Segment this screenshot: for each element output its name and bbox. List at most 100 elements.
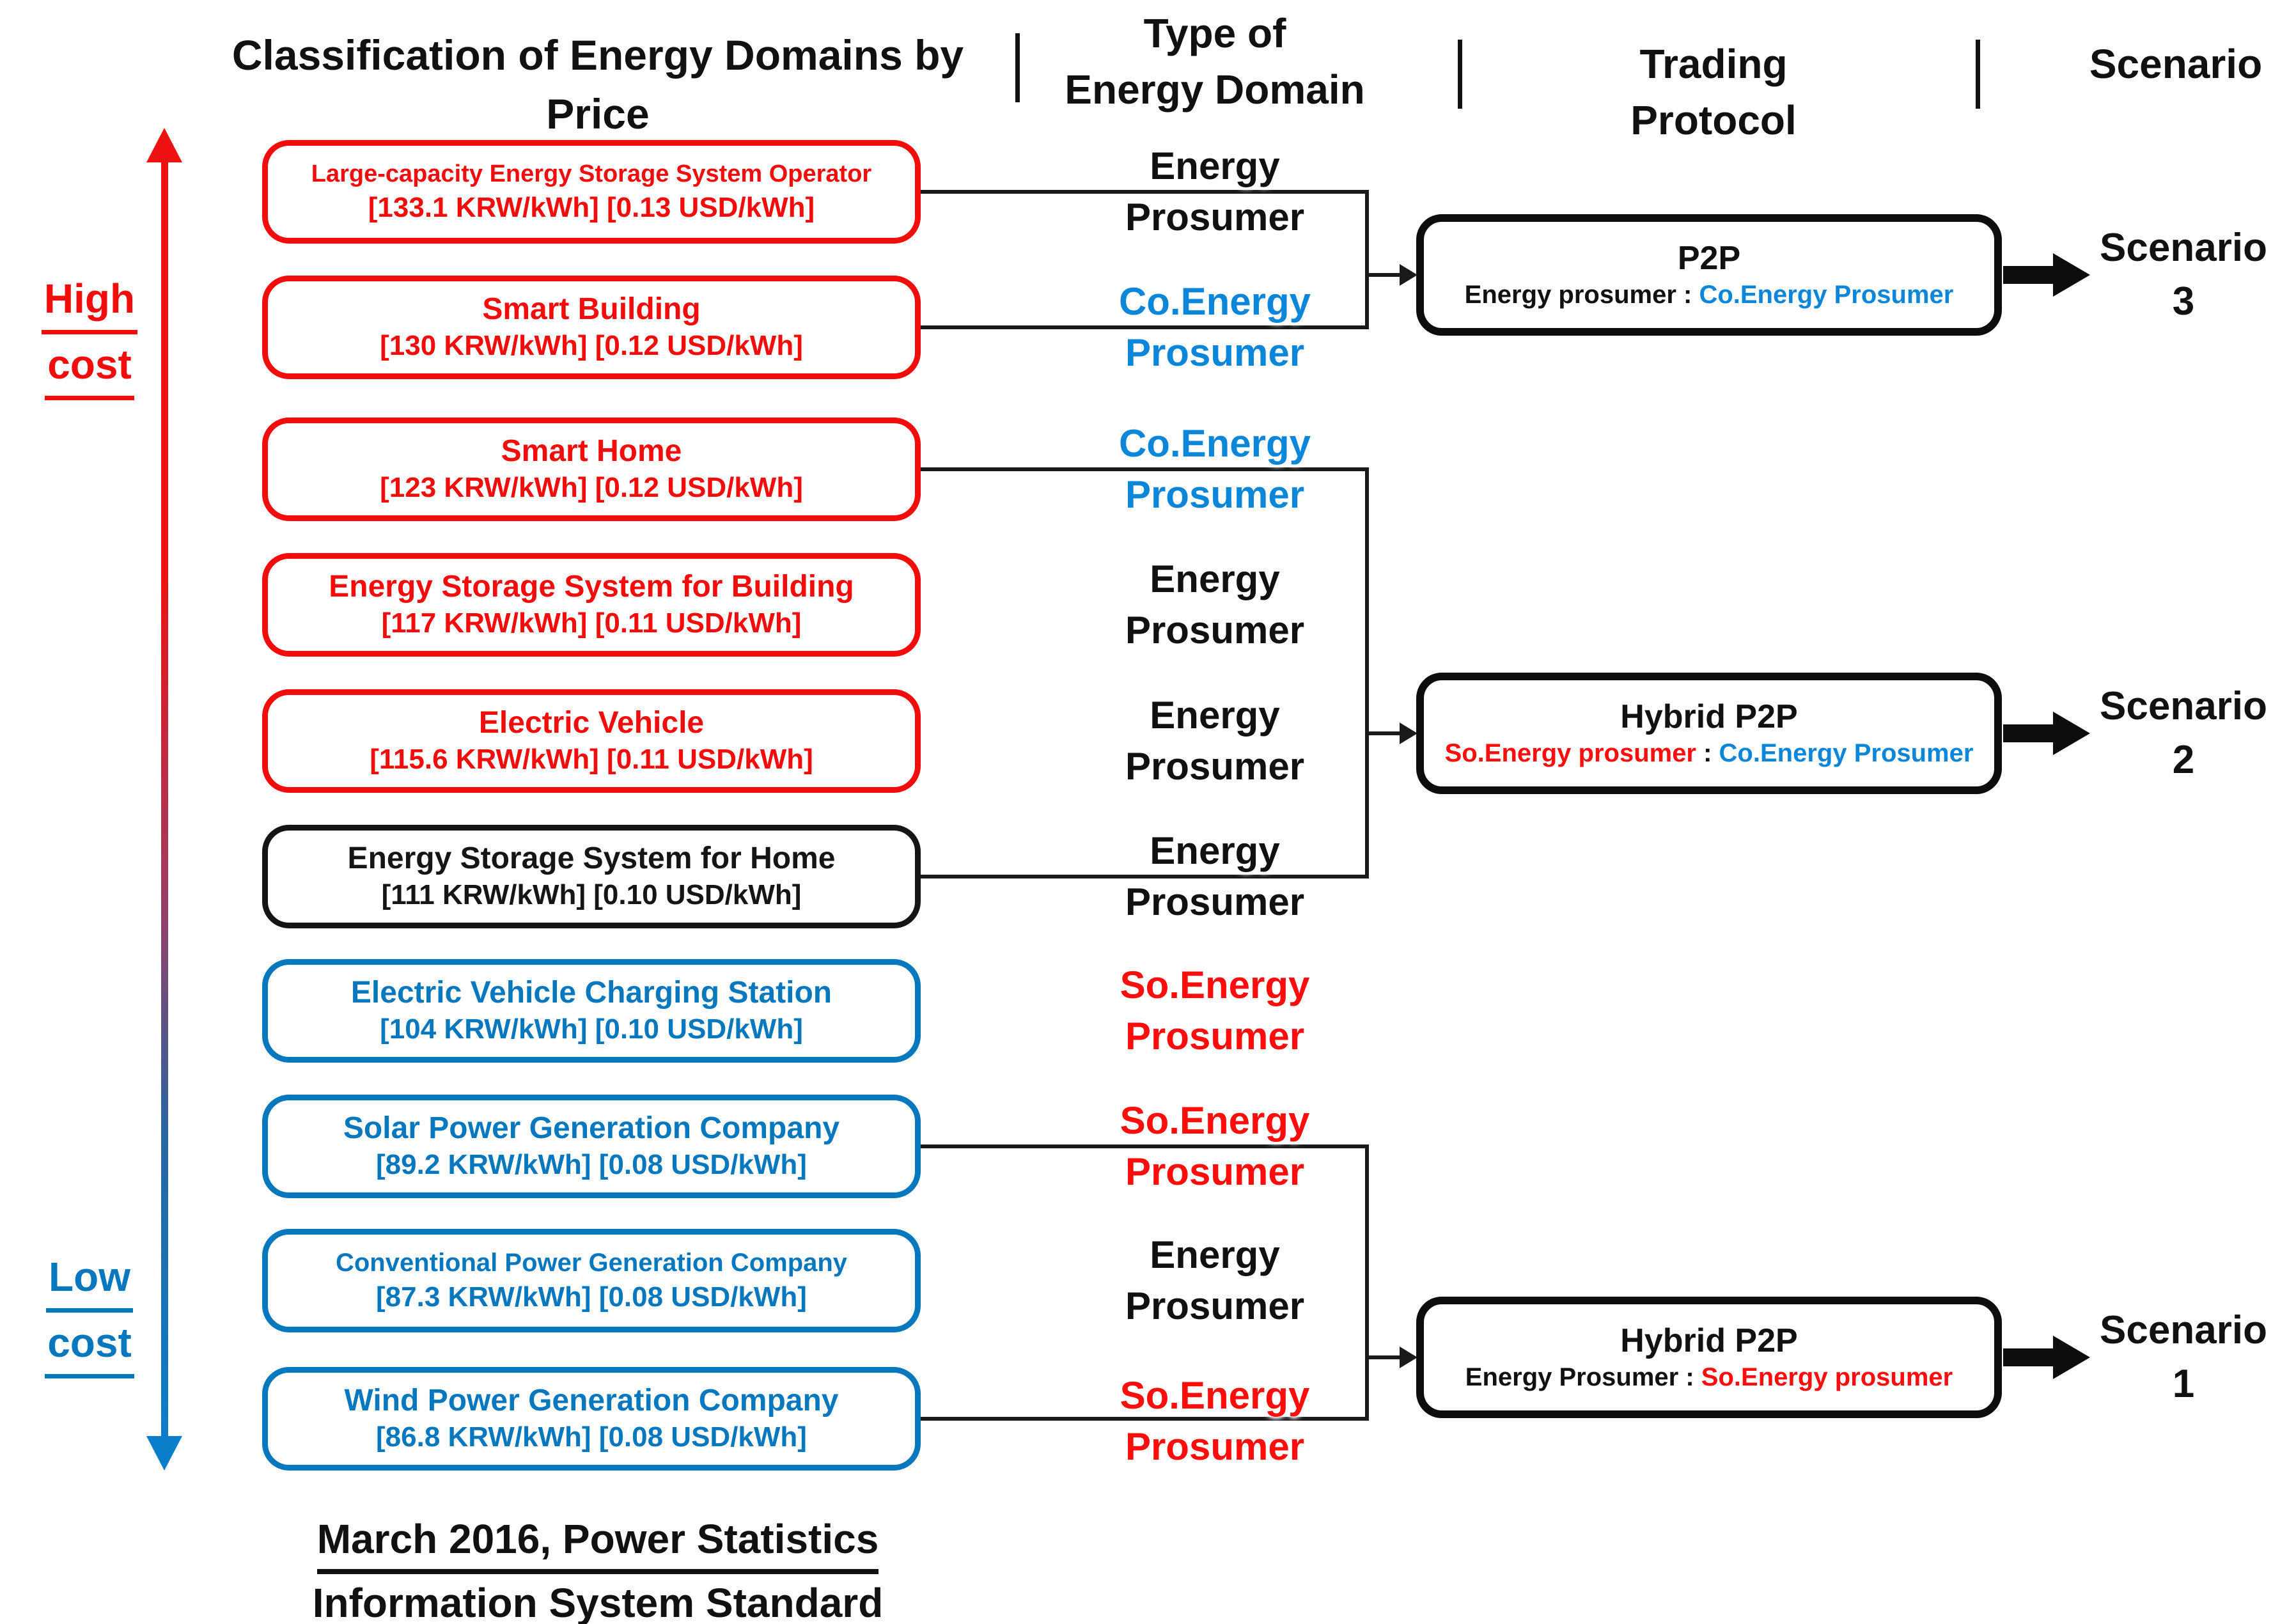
type-label-so-energy-prosumer-2: So.Energy Prosumer [1023,1095,1407,1198]
type-line1: Energy [1150,1233,1280,1276]
domain-name: Energy Storage System for Building [329,570,854,604]
arrow-shaft-to-hybrid-p2p-2 [1369,731,1400,735]
domain-name: Energy Storage System for Home [347,841,836,875]
type-line2: Prosumer [1125,1284,1305,1327]
connector-large-ess-operator [921,190,1369,194]
domain-price: [117 KRW/kWh] [0.11 USD/kWh] [381,607,802,639]
protocol-right-party: So.Energy prosumer [1701,1363,1953,1391]
domain-price: [130 KRW/kWh] [0.12 USD/kWh] [380,330,803,361]
bracket-scenario-3 [1365,190,1369,329]
header-trading-line1: Trading [1639,41,1788,87]
header-trading-line2: Protocol [1630,97,1797,143]
domain-price: [86.8 KRW/kWh] [0.08 USD/kWh] [376,1421,807,1453]
protocol-box-hybrid-p2p-2: Hybrid P2P So.Energy prosumer : Co.Energ… [1416,673,2002,794]
header-divider-2 [1458,40,1462,109]
cost-axis-arrow-down-icon [146,1436,182,1471]
type-line2: Prosumer [1125,745,1305,788]
scenario-word: Scenario [2100,684,2267,728]
header-scenario: Scenario [2072,36,2280,92]
domain-price: [89.2 KRW/kWh] [0.08 USD/kWh] [376,1149,807,1180]
protocol-title: P2P [1677,240,1741,277]
type-label-energy-prosumer-4: Energy Prosumer [1023,825,1407,928]
protocol-title: Hybrid P2P [1620,698,1798,735]
domain-price: [123 KRW/kWh] [0.12 USD/kWh] [380,472,803,503]
domain-name: Large-capacity Energy Storage System Ope… [311,160,872,187]
domain-box-electric-vehicle: Electric Vehicle [115.6 KRW/kWh] [0.11 U… [262,689,921,793]
protocol-participants: So.Energy prosumer : Co.Energy Prosumer [1445,737,1974,770]
arrow-head-to-p2p-icon [1400,264,1417,286]
domain-price: [133.1 KRW/kWh] [0.13 USD/kWh] [368,192,815,223]
header-trading-protocol: Trading Protocol [1554,36,1873,148]
domain-box-ess-building: Energy Storage System for Building [117 … [262,553,921,657]
bracket-scenario-2 [1365,467,1369,878]
type-line2: Prosumer [1125,1015,1305,1058]
domain-box-ev-charging-station: Electric Vehicle Charging Station [104 K… [262,959,921,1063]
domain-box-conventional-power: Conventional Power Generation Company [8… [262,1229,921,1332]
scenario-number: 3 [2172,279,2195,324]
protocol-participants: Energy Prosumer : So.Energy prosumer [1465,1361,1953,1394]
type-label-energy-prosumer-5: Energy Prosumer [1023,1230,1407,1332]
type-line2: Prosumer [1125,1150,1305,1193]
domain-box-smart-building: Smart Building [130 KRW/kWh] [0.12 USD/k… [262,276,921,379]
type-line2: Prosumer [1125,1425,1305,1468]
low-cost-line2: cost [45,1313,134,1378]
type-line2: Prosumer [1125,880,1305,923]
type-line1: Energy [1150,558,1280,600]
scenario-3-arrow-shaft [2003,266,2054,284]
domain-name: Smart Home [501,434,682,468]
arrow-head-to-hybrid-p2p-1-icon [1400,1347,1417,1368]
arrow-head-to-hybrid-p2p-2-icon [1400,722,1417,744]
type-line1: Energy [1150,694,1280,737]
low-cost-line1: Low [46,1247,133,1313]
header-type-line1: Type of [1143,10,1286,56]
header-type-line2: Energy Domain [1065,66,1365,113]
arrow-shaft-to-hybrid-p2p-1 [1369,1355,1400,1359]
high-cost-line1: High [41,269,138,334]
type-line1: Energy [1150,144,1280,187]
caption-line1: March 2016, Power Statistics [316,1510,879,1574]
domain-price: [115.6 KRW/kWh] [0.11 USD/kWh] [370,744,813,775]
type-label-energy-prosumer-1: Energy Prosumer [1023,141,1407,243]
caption-line2: Information System Standard [313,1574,884,1624]
source-caption: March 2016, Power Statistics Information… [211,1510,985,1624]
protocol-title: Hybrid P2P [1620,1322,1798,1359]
type-line2: Prosumer [1125,473,1305,516]
cost-axis-arrow-up-icon [146,128,182,162]
type-line1: Co.Energy [1118,280,1311,323]
scenario-3-label: Scenario 3 [2088,221,2279,329]
domain-name: Conventional Power Generation Company [335,1249,848,1277]
high-cost-line2: cost [45,334,134,400]
type-line2: Prosumer [1125,196,1305,238]
scenario-1-arrow-icon [2053,1336,2090,1379]
protocol-box-p2p: P2P Energy prosumer : Co.Energy Prosumer [1416,214,2002,336]
scenario-2-label: Scenario 2 [2088,680,2279,787]
header-divider-3 [1976,40,1980,109]
connector-smart-home [921,467,1369,471]
scenario-2-arrow-icon [2053,712,2090,755]
header-classification-line1: Classification of Energy Domains by [231,31,964,79]
protocol-separator: : [1676,281,1699,309]
type-label-co-energy-prosumer-1: Co.Energy Prosumer [1023,276,1407,379]
protocol-box-hybrid-p2p-1: Hybrid P2P Energy Prosumer : So.Energy p… [1416,1297,2002,1418]
header-classification: Classification of Energy Domains by Pric… [182,26,1013,143]
scenario-1-label: Scenario 1 [2088,1304,2279,1411]
bracket-scenario-1 [1365,1144,1369,1421]
scenario-word: Scenario [2100,1308,2267,1352]
header-type-of-energy-domain: Type of Energy Domain [1036,5,1394,118]
domain-name: Electric Vehicle [478,706,705,740]
type-line2: Prosumer [1125,609,1305,652]
protocol-separator: : [1696,739,1719,767]
protocol-left-party: Energy Prosumer [1465,1363,1679,1391]
scenario-word: Scenario [2100,226,2267,270]
type-line2: Prosumer [1125,331,1305,374]
domain-price: [104 KRW/kWh] [0.10 USD/kWh] [380,1013,803,1045]
type-line1: So.Energy [1120,1099,1310,1142]
type-line1: Energy [1150,829,1280,872]
domain-name: Solar Power Generation Company [343,1111,840,1145]
type-label-so-energy-prosumer-1: So.Energy Prosumer [1023,960,1407,1062]
domain-box-smart-home: Smart Home [123 KRW/kWh] [0.12 USD/kWh] [262,418,921,521]
scenario-number: 2 [2172,738,2195,782]
type-label-co-energy-prosumer-2: Co.Energy Prosumer [1023,418,1407,520]
scenario-1-arrow-shaft [2003,1348,2054,1366]
